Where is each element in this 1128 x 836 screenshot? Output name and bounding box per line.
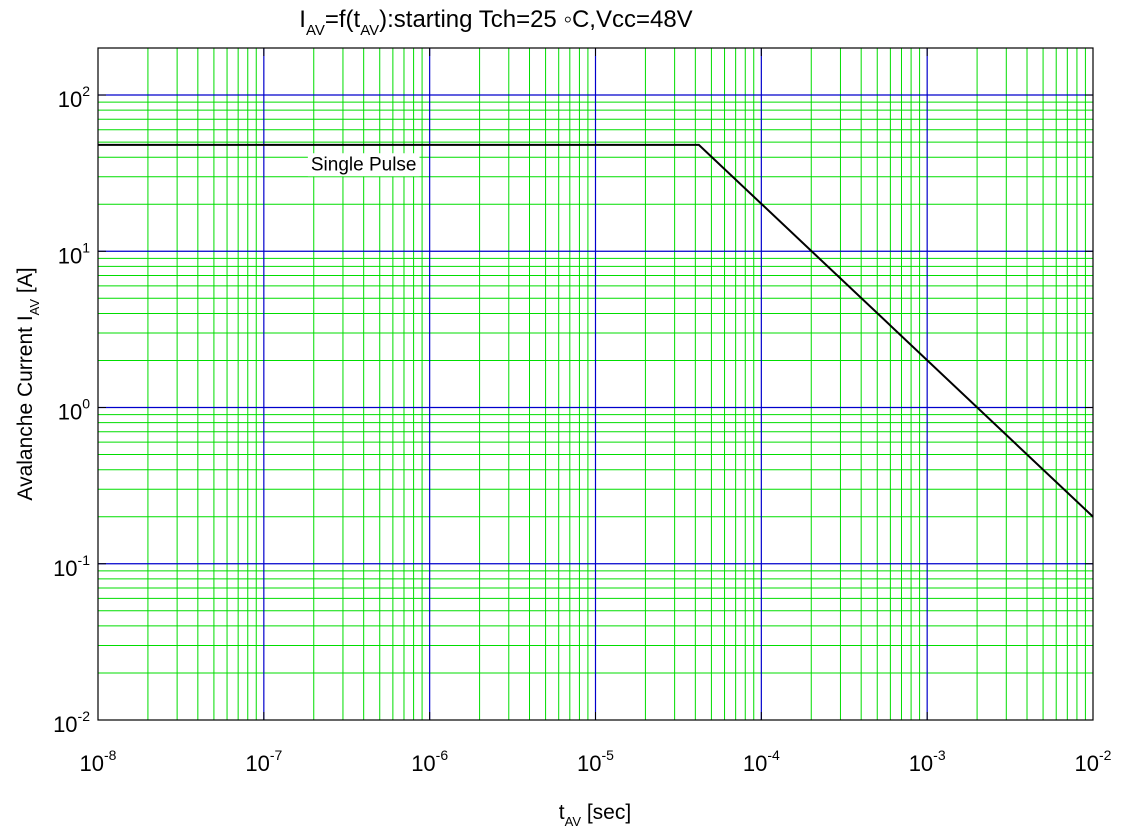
x-tick-label: 10-6 bbox=[411, 747, 448, 776]
x-tick-label: 10-8 bbox=[80, 747, 117, 776]
series-line bbox=[98, 143, 1094, 518]
series-layer bbox=[98, 143, 1094, 518]
y-tick-label: 10-2 bbox=[53, 708, 90, 737]
annotation-background bbox=[307, 153, 420, 177]
x-tick-label: 10-7 bbox=[245, 747, 282, 776]
y-tick-label: 101 bbox=[58, 239, 90, 268]
x-tick-labels: 10-8 10-7 10-6 10-5 10-4 10-3 10-2 bbox=[80, 747, 1112, 776]
x-tick-label: 10-2 bbox=[1075, 747, 1112, 776]
y-tick-label: 102 bbox=[58, 83, 90, 112]
tick-marks-layer bbox=[97, 48, 1094, 721]
chart-title: IAV=f(tAV):starting Tch=25 ◦C,Vcc=48V bbox=[299, 6, 692, 39]
annotation-single-pulse: Single Pulse bbox=[311, 154, 417, 175]
x-axis-label: tAV [sec] bbox=[559, 801, 631, 829]
y-tick-label: 100 bbox=[58, 396, 90, 425]
y-axis-label: Avalanche Current IAV [A] bbox=[14, 267, 42, 500]
annotation-layer: Single Pulse bbox=[307, 153, 420, 177]
x-tick-label: 10-5 bbox=[577, 747, 614, 776]
y-tick-label: 10-1 bbox=[53, 552, 90, 581]
x-tick-label: 10-3 bbox=[909, 747, 946, 776]
y-tick-labels: 10-2 10-1 100 101 102 bbox=[53, 83, 90, 737]
x-tick-label: 10-4 bbox=[743, 747, 780, 776]
